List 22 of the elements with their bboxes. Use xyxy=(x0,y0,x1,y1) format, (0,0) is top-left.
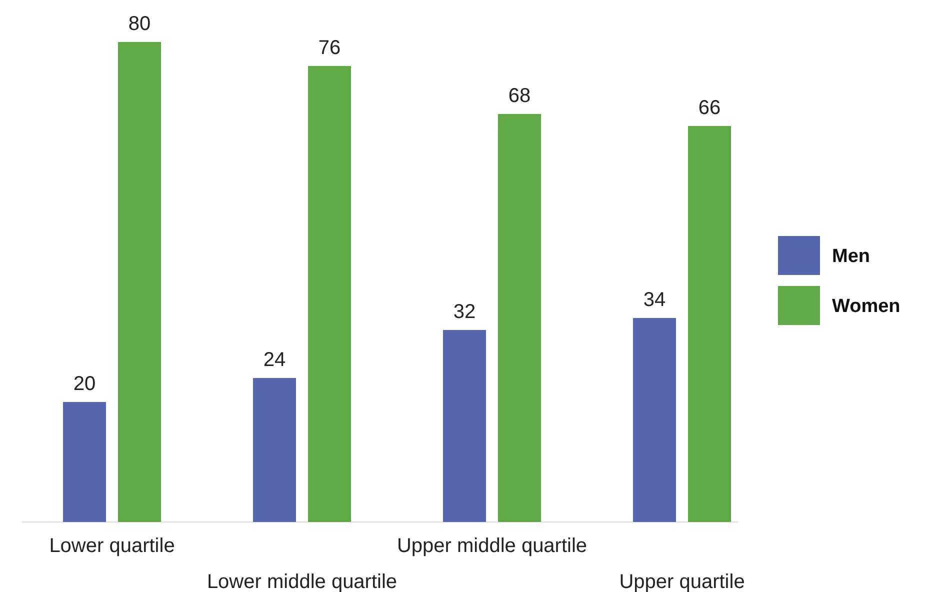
x-tick-label: Upper quartile xyxy=(619,571,745,592)
x-tick-label: Lower middle quartile xyxy=(206,571,398,592)
bar xyxy=(118,42,161,522)
data-label: 66 xyxy=(698,97,721,119)
bar xyxy=(633,318,676,522)
data-label: 34 xyxy=(643,289,666,311)
data-label: 80 xyxy=(128,13,151,35)
bar xyxy=(498,114,541,522)
data-label: 68 xyxy=(508,85,531,107)
bar xyxy=(443,330,486,522)
data-label: 24 xyxy=(263,349,286,371)
x-tick-label: Lower quartile xyxy=(49,535,175,557)
x-tick-label: Upper middle quartile xyxy=(396,535,588,557)
bar xyxy=(63,402,106,522)
legend-label: Women xyxy=(832,296,900,317)
data-label: 32 xyxy=(453,301,476,323)
legend-label: Men xyxy=(832,246,870,267)
data-label: 20 xyxy=(73,373,96,395)
bar xyxy=(253,378,296,522)
data-label: 76 xyxy=(318,37,341,59)
bar xyxy=(688,126,731,522)
bar xyxy=(308,66,351,522)
